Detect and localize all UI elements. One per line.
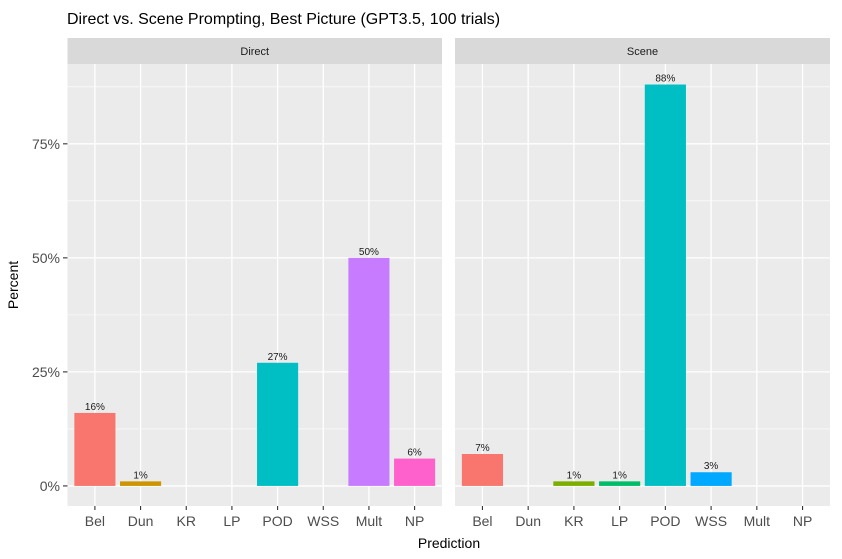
panel-direct: Direct 16% Bel 1% Dun KR LP 27% POD WSS 50% Mult 6% N… (67, 38, 442, 529)
bar-np (394, 458, 436, 486)
x-tick-label: KR (177, 513, 196, 529)
x-tick-label: Bel (472, 513, 492, 529)
y-axis-label: Percent (5, 261, 21, 309)
bar-kr (553, 481, 595, 486)
x-tick-label: NP (405, 513, 424, 529)
chart-title: Direct vs. Scene Prompting, Best Picture… (67, 11, 500, 28)
y-tick-label: 50% (32, 250, 60, 266)
x-tick-label: Bel (85, 513, 105, 529)
bar-wss (690, 472, 732, 486)
panel-background (455, 64, 830, 506)
x-tick-label: WSS (307, 513, 339, 529)
panel-scene: Scene 7% Bel Dun 1% KR 1% LP 88% POD 3% WSS Mult NP (455, 38, 830, 529)
bar-pod (257, 362, 299, 486)
x-tick-label: POD (650, 513, 680, 529)
data-label: 27% (268, 352, 288, 363)
y-tick-label: 25% (32, 364, 60, 380)
x-tick-label: LP (223, 513, 240, 529)
x-tick-label: Mult (744, 513, 771, 529)
bar-lp (599, 481, 641, 486)
y-tick-label: 75% (32, 136, 60, 152)
data-label: 6% (407, 448, 422, 459)
data-label: 1% (133, 470, 148, 481)
bar-mult (348, 257, 390, 486)
bar-bel (74, 412, 116, 486)
x-tick-label: POD (262, 513, 292, 529)
facet-strip-label: Scene (627, 46, 658, 58)
x-tick-label: LP (611, 513, 628, 529)
data-label: 1% (567, 470, 582, 481)
x-tick-label: Dun (128, 513, 154, 529)
data-label: 3% (704, 461, 719, 472)
x-tick-label: KR (564, 513, 583, 529)
facet-strip (455, 38, 830, 64)
x-tick-label: WSS (695, 513, 727, 529)
x-tick-label: Mult (356, 513, 383, 529)
data-label: 16% (85, 402, 105, 413)
data-label: 88% (655, 74, 675, 85)
data-label: 1% (612, 470, 627, 481)
bar-dun (120, 481, 162, 486)
bar-pod (644, 84, 686, 486)
facet-strip-label: Direct (240, 46, 269, 58)
y-tick-label: 0% (40, 478, 60, 494)
facet-strip (67, 38, 442, 64)
x-axis-label: Prediction (418, 535, 480, 551)
x-tick-label: NP (793, 513, 812, 529)
x-tick-label: Dun (515, 513, 541, 529)
data-label: 7% (475, 443, 490, 454)
data-label: 50% (359, 247, 379, 258)
bar-bel (461, 454, 504, 486)
